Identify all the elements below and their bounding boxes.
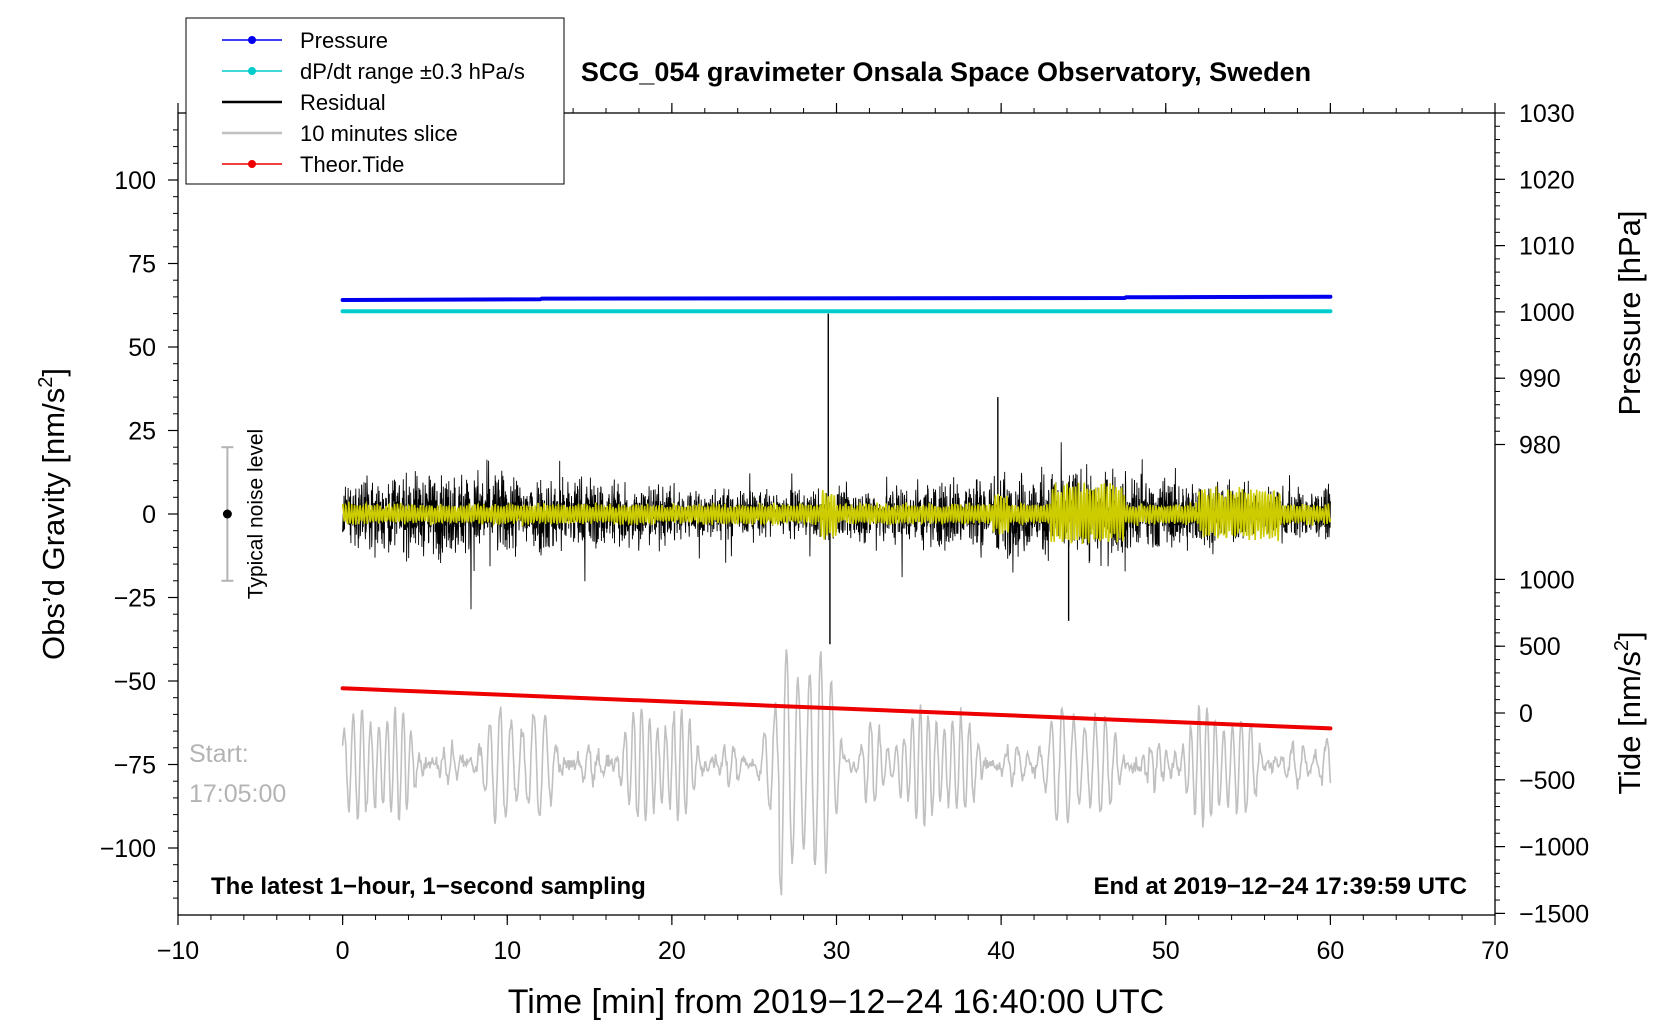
pressure-tick-label: 990 <box>1519 365 1561 393</box>
left-axis-label: Obs’d Gravity [nm/s2] <box>35 368 71 660</box>
x-tick-label: 30 <box>823 937 851 965</box>
legend-entry-label: Residual <box>300 90 386 115</box>
left-tick-label: 25 <box>128 418 156 446</box>
tide-tick-label: 0 <box>1519 700 1533 728</box>
legend-swatch-marker <box>248 36 256 44</box>
x-tick-label: 0 <box>336 937 350 965</box>
start-label: Start: <box>189 740 249 768</box>
x-tick-label: 60 <box>1316 937 1344 965</box>
tide-tick-label: −500 <box>1519 767 1575 795</box>
legend-swatch-marker <box>248 67 256 75</box>
axes: −10 0 10 20 30 40 50 60 701007550250−25−50−75−10… <box>100 100 1590 965</box>
x-tick-label: 50 <box>1152 937 1180 965</box>
pressure-tick-label: 1010 <box>1519 233 1575 261</box>
noise-center-dot <box>222 509 232 519</box>
tide-axis-label: Tide [nm/s2] <box>1611 631 1647 794</box>
residual-smoothed-line <box>341 482 1332 545</box>
tide-tick-label: −1500 <box>1519 900 1589 928</box>
legend-entry-label: dP/dt range ±0.3 hPa/s <box>300 59 525 84</box>
left-tick-label: −100 <box>100 835 156 863</box>
legend-entry-label: 10 minutes slice <box>300 121 458 146</box>
bottom-right-annotation: End at 2019−12−24 17:39:59 UTC <box>1093 873 1467 900</box>
noise-indicator: Typical noise level <box>221 429 267 599</box>
pressure-tick-label: 1020 <box>1519 166 1575 194</box>
x-tick-label: −10 <box>157 937 199 965</box>
residual-series <box>342 313 1331 645</box>
residual-smoothed-series <box>341 482 1332 545</box>
left-tick-label: 0 <box>142 501 156 529</box>
legend-swatch-marker <box>248 160 256 168</box>
legend-entry-label: Theor.Tide <box>300 152 404 177</box>
left-tick-label: 100 <box>114 167 156 195</box>
x-tick-label: 20 <box>658 937 686 965</box>
tide-tick-label: −1000 <box>1519 834 1589 862</box>
left-tick-label: 75 <box>128 251 156 279</box>
left-tick-label: 50 <box>128 334 156 362</box>
pressure-tick-label: 1030 <box>1519 100 1575 128</box>
slice-line <box>341 649 1332 896</box>
left-tick-label: −75 <box>114 752 156 780</box>
tide-tick-label: 1000 <box>1519 566 1575 594</box>
x-tick-label: 70 <box>1481 937 1509 965</box>
pressure-tick-label: 1000 <box>1519 299 1575 327</box>
pressure-tick-label: 980 <box>1519 432 1561 460</box>
series-line <box>340 294 1333 302</box>
noise-label: Typical noise level <box>244 429 267 599</box>
pressure-tide-series <box>340 294 1333 731</box>
legend-entry-label: Pressure <box>300 28 388 53</box>
x-tick-label: 10 <box>493 937 521 965</box>
start-time: 17:05:00 <box>189 780 286 808</box>
tide-tick-label: 500 <box>1519 633 1561 661</box>
pressure-axis-label: Pressure [hPa] <box>1612 210 1647 415</box>
x-tick-label: 40 <box>987 937 1015 965</box>
chart-title: SCG_054 gravimeter Onsala Space Observat… <box>581 57 1311 87</box>
left-tick-label: −25 <box>114 585 156 613</box>
bottom-left-annotation: The latest 1−hour, 1−second sampling <box>211 873 646 900</box>
series-line <box>340 686 1333 731</box>
x-axis-label: Time [min] from 2019−12−24 16:40:00 UTC <box>508 983 1164 1020</box>
legend: Pressure dP/dt range ±0.3 hPa/s Residual 10… <box>185 17 565 185</box>
left-tick-label: −50 <box>114 668 156 696</box>
slice-series <box>341 649 1332 896</box>
